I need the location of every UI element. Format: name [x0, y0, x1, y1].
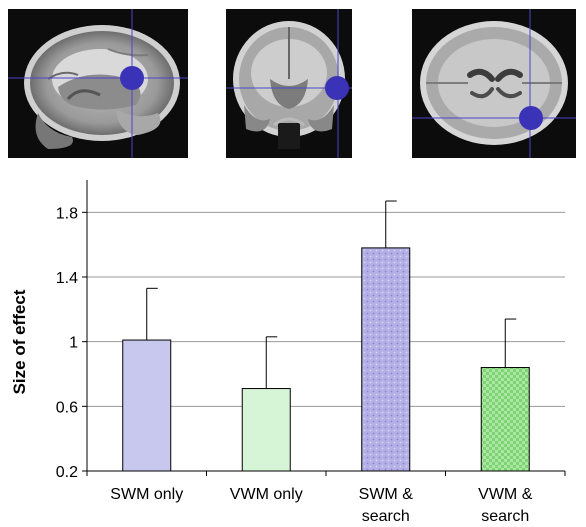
x-category-label: VWM only	[230, 486, 303, 503]
y-tick-label: 1.4	[56, 270, 78, 287]
y-tick-label: 1.8	[56, 205, 78, 222]
y-tick-label: 1	[69, 335, 78, 352]
bar-0	[122, 339, 172, 472]
bar-3	[480, 367, 530, 472]
brain-panel-sagittal	[8, 9, 188, 158]
activation-marker	[519, 106, 543, 130]
bar-1	[241, 388, 291, 472]
coronal-brain-image	[226, 9, 352, 158]
x-category-label-line2: search	[362, 508, 410, 525]
brain-panel-coronal	[226, 9, 352, 158]
x-category-label: VWM &	[478, 486, 533, 503]
axes	[82, 180, 566, 476]
brain-panel-axial	[412, 9, 576, 158]
x-category-label: SWM only	[110, 486, 183, 503]
y-tick-label: 0.6	[56, 399, 78, 416]
activation-marker	[325, 76, 349, 100]
y-tick-label: 0.2	[56, 464, 78, 481]
bar-2	[361, 247, 411, 472]
labels: 0.2 0.6 1 1.4 1.8 SWM only VWM only SWM & search…	[56, 205, 533, 525]
bars	[122, 200, 530, 472]
y-axis-label: Size of effect	[10, 289, 29, 394]
axial-brain-image	[412, 9, 576, 158]
x-category-label: SWM &	[359, 486, 414, 503]
x-category-label-line2: search	[481, 508, 529, 525]
activation-marker	[120, 66, 144, 90]
sagittal-brain-image	[8, 9, 188, 158]
